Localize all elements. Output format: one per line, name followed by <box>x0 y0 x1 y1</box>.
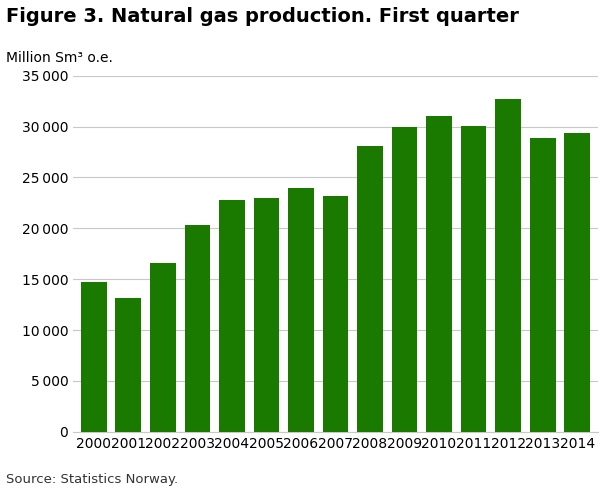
Bar <box>288 187 314 432</box>
Bar <box>81 282 107 432</box>
Bar <box>150 263 176 432</box>
Bar <box>357 146 383 432</box>
Bar <box>426 116 452 432</box>
Bar <box>254 198 279 432</box>
Bar <box>495 99 521 432</box>
Text: Million Sm³ o.e.: Million Sm³ o.e. <box>6 51 113 65</box>
Bar <box>392 126 417 432</box>
Bar <box>323 196 348 432</box>
Bar <box>115 298 142 432</box>
Text: Figure 3. Natural gas production. First quarter: Figure 3. Natural gas production. First … <box>6 7 519 26</box>
Bar <box>529 138 556 432</box>
Bar <box>461 125 487 432</box>
Text: Source: Statistics Norway.: Source: Statistics Norway. <box>6 472 178 486</box>
Bar <box>219 200 245 432</box>
Bar <box>184 225 210 432</box>
Bar <box>564 133 590 432</box>
